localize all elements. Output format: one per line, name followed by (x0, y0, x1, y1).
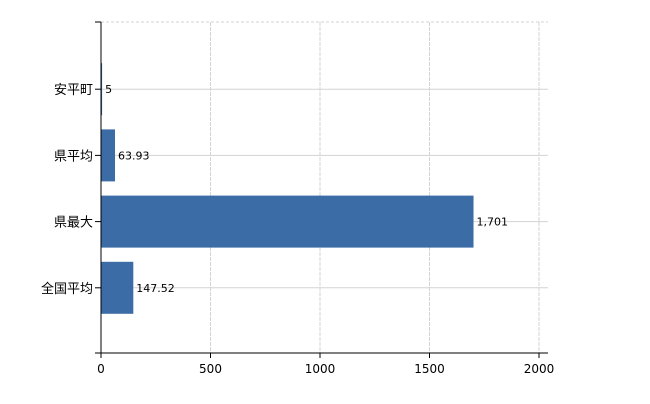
x-tick-label: 2000 (524, 362, 555, 376)
y-tick-label: 全国平均 (41, 281, 93, 297)
x-tick-label: 0 (97, 362, 105, 376)
bar (101, 63, 103, 116)
x-tick-label: 500 (199, 362, 222, 376)
data-label: 147.52 (136, 282, 175, 295)
bar (101, 261, 134, 314)
x-tick-label: 1500 (414, 362, 445, 376)
y-tick-label: 県最大 (54, 216, 93, 231)
y-tick-label: 安平町 (54, 83, 93, 98)
bar (101, 195, 474, 248)
data-label: 63.93 (118, 149, 150, 162)
x-tick-label: 1000 (305, 362, 336, 376)
bar (101, 129, 116, 182)
data-label: 5 (105, 83, 112, 96)
data-label: 1,701 (477, 216, 509, 229)
y-tick-label: 県平均 (54, 149, 93, 164)
